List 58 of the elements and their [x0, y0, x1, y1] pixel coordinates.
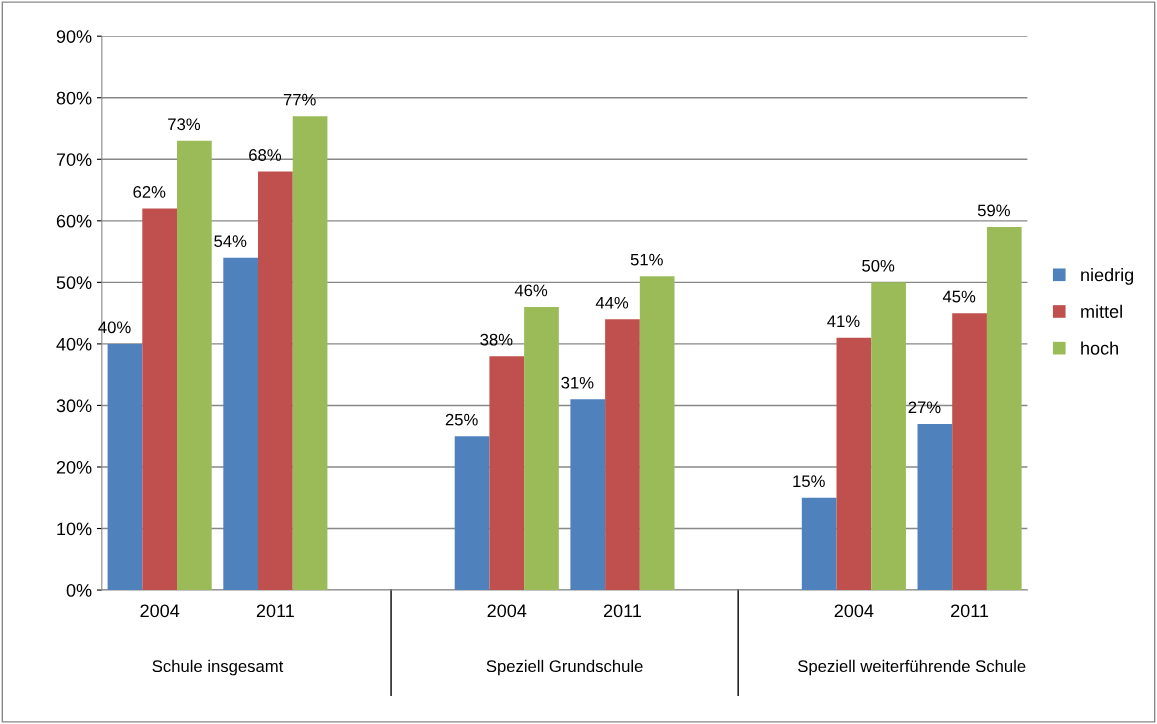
bar	[801, 497, 837, 591]
bar	[292, 116, 328, 591]
bar	[871, 282, 906, 591]
x-tick-label: 2011	[256, 604, 294, 618]
text: Speziell weiterführende Schule	[798, 659, 1026, 676]
bar	[489, 356, 525, 591]
x-tick-label: 2004	[140, 604, 180, 618]
data-label: 77%	[283, 93, 316, 106]
bar	[952, 313, 987, 591]
bar	[917, 423, 953, 591]
data-label: 15%	[793, 475, 825, 488]
data-label: 38%	[480, 333, 513, 346]
bar	[836, 337, 872, 591]
bar	[570, 399, 606, 591]
y-tick-label: 30%	[56, 399, 92, 413]
y-tick-label: 0%	[66, 583, 92, 597]
legend-label: niedrig	[1081, 268, 1134, 285]
data-label: 25%	[445, 413, 478, 426]
data-label: 62%	[133, 186, 166, 198]
bar	[223, 257, 259, 591]
bar	[524, 306, 559, 591]
y-tick-label: 90%	[56, 30, 92, 43]
data-label: 41%	[827, 315, 860, 327]
bar	[258, 171, 293, 591]
y-tick-label: 70%	[56, 153, 92, 166]
bar	[107, 343, 143, 591]
legend-label: hoch	[1081, 341, 1118, 355]
x-tick-label: 2011	[603, 604, 641, 618]
y-tick-label: 20%	[56, 460, 92, 474]
y-tick-label: 40%	[56, 337, 92, 351]
data-label: 31%	[561, 376, 594, 389]
legend-label: mittel	[1081, 304, 1122, 318]
x-tick-label: 2004	[834, 604, 874, 618]
y-tick-label: 80%	[56, 91, 92, 105]
bar	[605, 319, 640, 591]
bar	[639, 276, 675, 591]
data-label: 73%	[168, 118, 201, 131]
x-tick-label: 2004	[487, 604, 527, 618]
data-label: 51%	[630, 253, 663, 266]
y-tick-label: 10%	[57, 522, 92, 536]
data-label: 45%	[942, 290, 976, 303]
bar	[454, 436, 490, 591]
text: Speziell Grundschule	[486, 659, 643, 676]
y-tick-label: 50%	[56, 276, 92, 290]
data-label: 54%	[214, 235, 247, 248]
data-label: 46%	[514, 284, 548, 297]
data-label: 68%	[249, 149, 282, 161]
bar	[142, 208, 178, 591]
data-label: 59%	[977, 204, 1010, 217]
text: Schule insgesamt	[152, 659, 284, 676]
data-label: 27%	[908, 401, 941, 414]
y-tick-label: 60%	[56, 214, 92, 228]
data-label: 50%	[862, 259, 895, 272]
data-label: 44%	[595, 296, 629, 309]
bar	[177, 140, 212, 591]
x-tick-label: 2011	[951, 604, 989, 618]
data-label: 40%	[98, 321, 131, 334]
bar	[986, 226, 1022, 591]
